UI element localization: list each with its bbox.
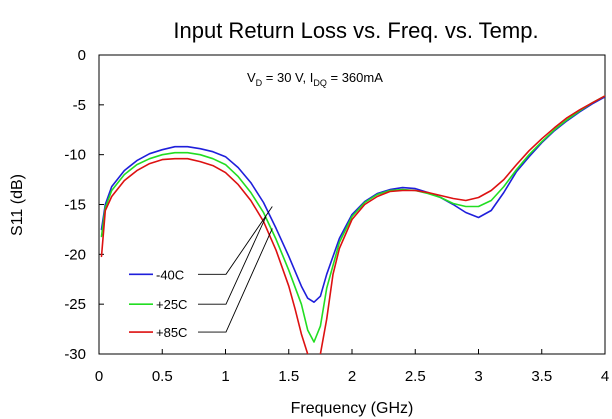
x-tick-label: 2.5 [405,368,426,385]
x-tick-label: 4 [601,368,609,385]
x-tick-label: 2 [348,368,356,385]
axis-ticks: 0 0.5 1 1.5 2 2.5 3 3.5 4 0 -5 -10 -15 -20 -25 -30 [64,47,609,385]
x-tick-label: 1 [221,368,229,385]
series-lines [100,95,605,354]
series-line-25c [100,95,605,343]
x-tick-label: 3.5 [531,368,552,385]
x-tick-label: 0.5 [152,368,173,385]
x-tick-label: 3 [474,368,482,385]
y-tick-label: -20 [64,246,86,263]
series-line-85c [100,95,605,354]
legend-label: +85C [156,325,187,340]
x-tick-label: 1.5 [278,368,299,385]
x-axis-label: Frequency (GHz) [291,400,414,417]
y-tick-label: -5 [73,97,86,114]
y-axis-label: S11 (dB) [9,174,26,236]
y-tick-label: -15 [64,197,86,214]
x-tick-label: 0 [95,368,103,385]
legend-leader-line [198,206,273,275]
plot-area [98,54,606,355]
bias-annotation: VD = 30 V, IDQ = 360mA [247,70,383,88]
legend-label: -40C [156,267,184,282]
legend-leader-line [198,216,267,305]
y-tick-label: -10 [64,147,86,164]
chart-title: Input Return Loss vs. Freq. vs. Temp. [173,18,538,43]
y-tick-label: -25 [64,296,86,313]
y-tick-label: 0 [78,47,86,64]
series-line-40c [100,96,605,304]
legend-leader-line [198,228,273,333]
y-tick-label: -30 [64,346,86,363]
legend-label: +25C [156,297,187,312]
legend: -40C +25C +85C [129,206,273,340]
